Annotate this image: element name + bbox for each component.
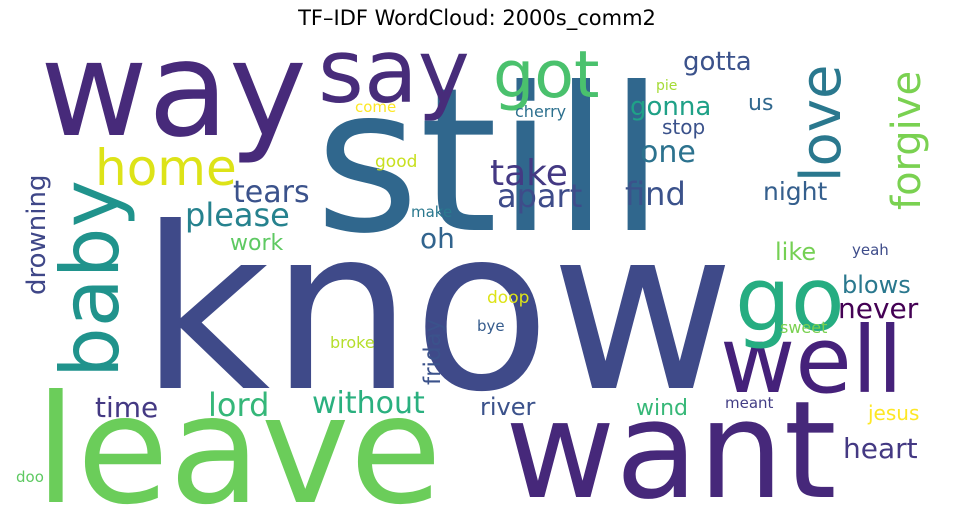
word-oh: oh (420, 222, 455, 255)
word-broke: broke (330, 333, 375, 352)
word-lord: lord (208, 386, 269, 424)
word-doo: doo (16, 468, 44, 486)
word-go: go (735, 248, 845, 351)
word-yeah: yeah (852, 241, 889, 259)
word-forgive: forgive (884, 71, 930, 210)
word-make: make (411, 203, 452, 221)
word-doop: doop (487, 288, 529, 308)
word-never: never (838, 292, 919, 325)
word-say: say (318, 20, 470, 123)
word-blows: blows (842, 271, 911, 299)
word-cherry: cherry (515, 102, 566, 121)
word-like: like (775, 238, 816, 266)
word-gonna: gonna (630, 92, 711, 122)
word-meant: meant (725, 394, 774, 412)
word-night: night (763, 177, 828, 206)
word-please: please (185, 196, 290, 234)
word-pie: pie (656, 78, 677, 94)
word-river: river (480, 393, 536, 421)
word-bye: bye (477, 317, 505, 335)
figure-title: TF–IDF WordCloud: 2000s_comm2 (298, 6, 656, 30)
word-love: love (789, 65, 854, 182)
word-us: us (748, 91, 773, 116)
word-wind: wind (636, 396, 688, 421)
word-leave: leave (35, 364, 442, 523)
word-way: way (40, 13, 307, 167)
word-friday: friday (420, 319, 446, 385)
word-time: time (95, 391, 158, 424)
word-want: want (505, 372, 837, 523)
word-gotta: gotta (683, 47, 752, 77)
word-find: find (625, 175, 686, 213)
word-come: come (355, 98, 396, 116)
word-heart: heart (843, 432, 918, 465)
word-still: still (315, 45, 664, 278)
word-one: one (640, 135, 696, 170)
word-well: well (720, 307, 903, 414)
word-home: home (95, 139, 237, 197)
word-take: take (490, 153, 568, 194)
word-tears: tears (233, 175, 310, 210)
word-work: work (230, 231, 283, 256)
word-without: without (312, 386, 425, 421)
word-jesus: jesus (867, 401, 919, 425)
word-know: know (140, 180, 735, 442)
word-good: good (375, 152, 417, 172)
word-got: got (493, 38, 600, 113)
word-sweet: sweet (780, 318, 827, 337)
word-drowning: drowning (22, 175, 52, 295)
word-apart: apart (497, 177, 582, 215)
word-baby: baby (44, 180, 137, 378)
word-stop: stop (662, 115, 705, 139)
